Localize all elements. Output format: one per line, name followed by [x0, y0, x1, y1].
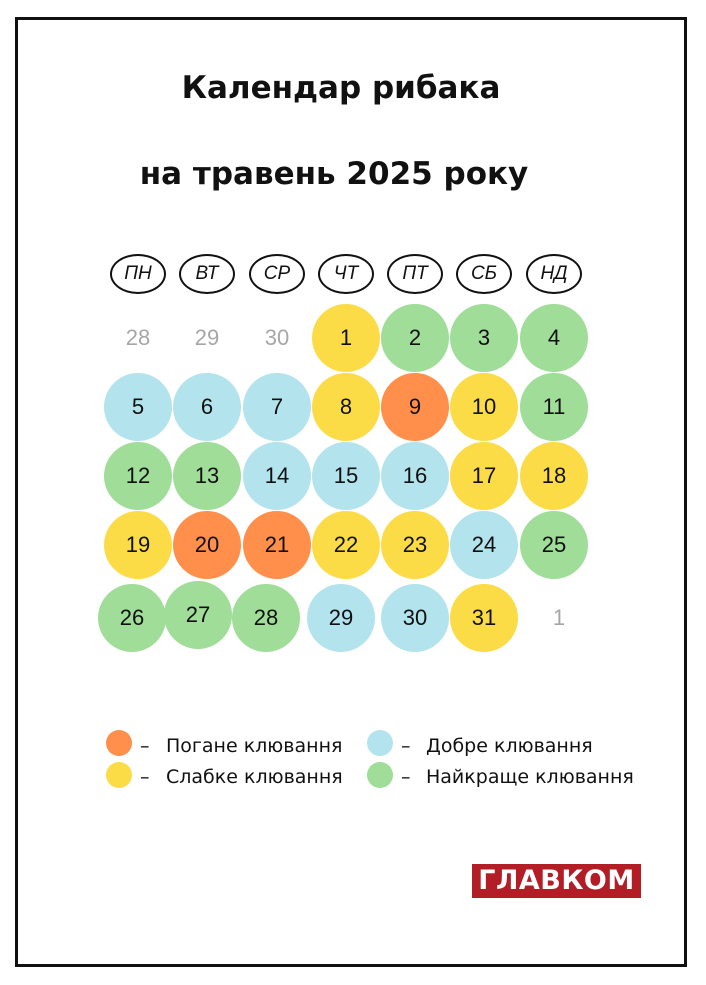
day-cell: 3	[450, 304, 518, 372]
legend-dash: –	[140, 735, 150, 757]
day-cell: 1	[312, 304, 380, 372]
weekday-label: ЧТ	[318, 254, 374, 294]
day-cell: 28	[125, 325, 151, 350]
day-cell: 15	[312, 442, 380, 510]
legend-dot-best	[367, 762, 393, 788]
day-cell: 30	[264, 325, 290, 350]
day-cell: 27	[164, 581, 232, 649]
day-cell: 7	[243, 373, 311, 441]
page-frame	[15, 17, 687, 967]
weekday-label: НД	[526, 254, 582, 294]
day-cell: 11	[520, 373, 588, 441]
legend-label-bad: Погане клювання	[166, 735, 343, 757]
day-cell: 4	[520, 304, 588, 372]
legend-label-best: Найкраще клювання	[426, 766, 634, 788]
weekday-label: СР	[249, 254, 305, 294]
day-cell: 21	[243, 511, 311, 579]
day-cell: 28	[232, 584, 300, 652]
day-cell: 9	[381, 373, 449, 441]
legend-dot-bad	[106, 730, 132, 756]
day-cell: 6	[173, 373, 241, 441]
weekday-label: СБ	[456, 254, 512, 294]
legend-dot-weak	[106, 762, 132, 788]
legend-dash: –	[401, 766, 411, 788]
day-cell: 31	[450, 584, 518, 652]
day-cell: 19	[104, 511, 172, 579]
legend-dash: –	[140, 766, 150, 788]
day-cell: 29	[307, 584, 375, 652]
day-cell: 12	[104, 442, 172, 510]
day-cell: 29	[194, 325, 220, 350]
day-cell: 25	[520, 511, 588, 579]
day-cell: 10	[450, 373, 518, 441]
day-cell: 20	[173, 511, 241, 579]
day-cell: 23	[381, 511, 449, 579]
glavkom-logo: ГЛАВКОМ	[472, 864, 641, 898]
weekday-label: ВТ	[179, 254, 235, 294]
day-cell: 1	[552, 605, 566, 630]
calendar-subtitle: на травень 2025 року	[139, 156, 529, 192]
day-cell: 24	[450, 511, 518, 579]
day-cell: 17	[450, 442, 518, 510]
day-cell: 30	[381, 584, 449, 652]
weekday-label: ПН	[110, 254, 166, 294]
day-cell: 22	[312, 511, 380, 579]
day-cell: 18	[520, 442, 588, 510]
legend-dot-good	[367, 730, 393, 756]
legend-dash: –	[401, 735, 411, 757]
day-cell: 8	[312, 373, 380, 441]
day-cell: 5	[104, 373, 172, 441]
legend-label-good: Добре клювання	[426, 735, 593, 757]
day-cell: 14	[243, 442, 311, 510]
weekday-label: ПТ	[387, 254, 443, 294]
day-cell: 26	[98, 584, 166, 652]
legend-label-weak: Слабке клювання	[166, 766, 343, 788]
day-cell: 13	[173, 442, 241, 510]
calendar-title: Календар рибака	[181, 70, 501, 106]
day-cell: 2	[381, 304, 449, 372]
day-cell: 16	[381, 442, 449, 510]
